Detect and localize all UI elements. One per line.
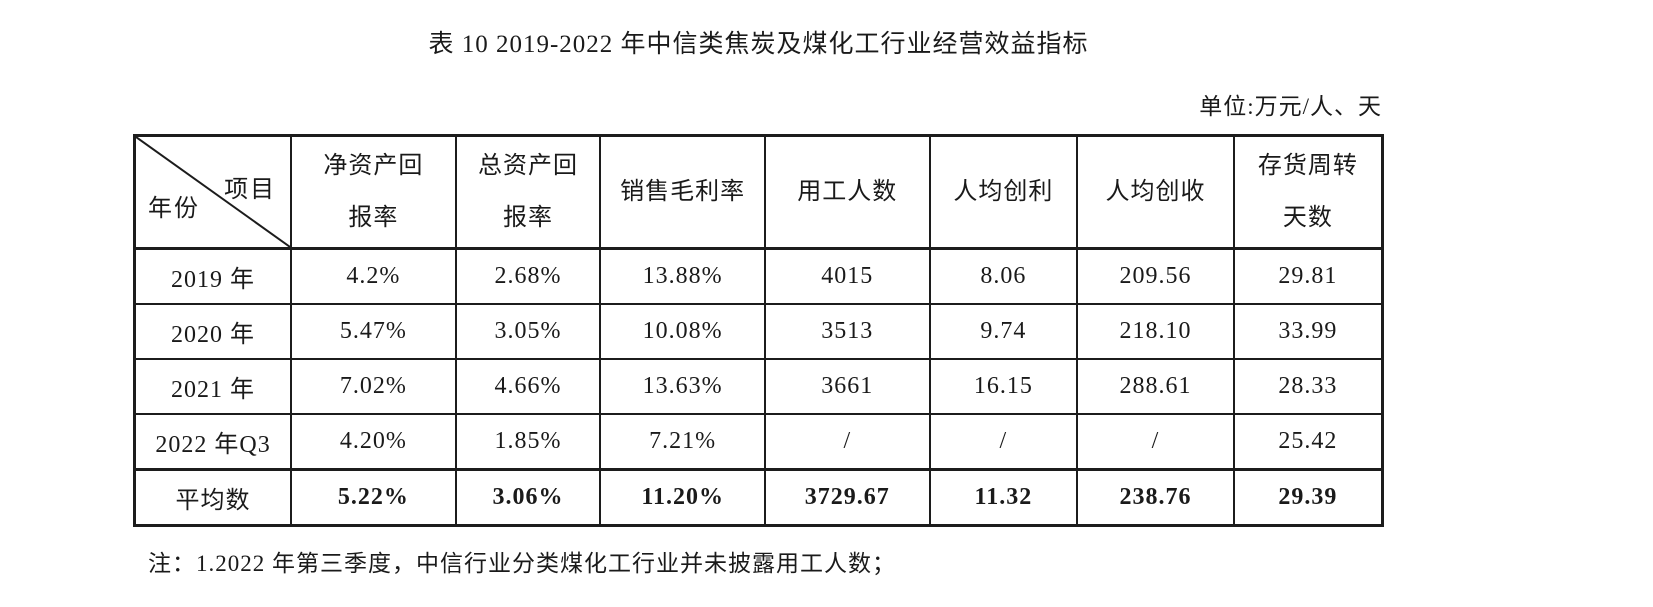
table-title: 表 10 2019-2022 年中信类焦炭及煤化工行业经营效益指标 [428,31,1089,58]
data-cell: 11.20% [599,468,766,527]
data-cell: 13.88% [599,247,766,305]
table-row-2020: 2020 年 5.47% 3.05% 10.08% 3513 9.74 218.… [133,303,1384,360]
data-cell: 29.39 [1232,468,1384,527]
header-line: 净资产回 [323,152,424,179]
data-cell: 8.06 [928,247,1079,305]
data-cell: 4.20% [290,413,457,471]
column-header-profit-per-capita: 人均创利 [928,134,1079,250]
column-header-roe: 净资产回 报率 [290,134,457,250]
header-row: 项目 年份 净资产回 报率 总资产回 报率 [133,134,1384,250]
data-cell: 3661 [763,358,931,415]
header-line: 销售毛利率 [620,178,746,205]
data-cell: 16.15 [928,358,1079,415]
data-cell: 209.56 [1076,247,1235,305]
data-cell: 2.68% [454,247,602,305]
table-row-2021: 2021 年 7.02% 4.66% 13.63% 3661 16.15 288… [133,358,1384,415]
data-cell: 5.22% [290,468,457,527]
data-cell: 13.63% [599,358,766,415]
data-cell: 7.21% [599,413,766,471]
header-line: 存货周转 [1257,152,1358,179]
table-row-2022q3: 2022 年Q3 4.20% 1.85% 7.21% / / / 25.42 [133,413,1384,471]
data-cell: 29.81 [1232,247,1384,305]
data-cell: 218.10 [1076,303,1235,360]
row-label: 平均数 [133,468,293,527]
column-header-roa: 总资产回 报率 [454,134,602,250]
footnote: 注：1.2022 年第三季度，中信行业分类煤化工行业并未披露用工人数； [148,551,896,576]
data-cell: 3513 [763,303,931,360]
data-cell: 4.66% [454,358,602,415]
header-line: 总资产回 [478,152,579,179]
data-cell: 4.2% [290,247,457,305]
data-cell: 288.61 [1076,358,1235,415]
data-cell: 3.06% [454,468,602,527]
table-row-average: 平均数 5.22% 3.06% 11.20% 3729.67 11.32 238… [133,468,1384,527]
document-content: 表 10 2019-2022 年中信类焦炭及煤化工行业经营效益指标 单位:万元/… [133,0,1384,578]
header-line: 人均创利 [953,178,1054,205]
column-header-employees: 用工人数 [763,134,931,250]
column-header-gross-margin: 销售毛利率 [599,134,766,250]
header-line: 报率 [503,205,554,231]
indicator-table: 项目 年份 净资产回 报率 总资产回 报率 [133,134,1384,527]
data-cell: 33.99 [1232,303,1384,360]
data-cell: 3.05% [454,303,602,360]
data-cell: 238.76 [1076,468,1235,527]
data-cell: / [1076,413,1235,471]
data-cell: 10.08% [599,303,766,360]
header-line: 报率 [348,205,399,231]
data-cell: 9.74 [928,303,1079,360]
row-label: 2022 年Q3 [133,413,293,471]
column-header-inventory-days: 存货周转 天数 [1232,134,1384,250]
data-cell: 25.42 [1232,413,1384,471]
column-header-revenue-per-capita: 人均创收 [1076,134,1235,250]
data-cell: 28.33 [1232,358,1384,415]
data-cell: / [928,413,1079,471]
corner-label-year: 年份 [148,196,200,222]
data-cell: 5.47% [290,303,457,360]
header-line: 用工人数 [797,178,898,205]
diagonal-line-icon [136,137,290,247]
data-cell: 4015 [763,247,931,305]
table-row-2019: 2019 年 4.2% 2.68% 13.88% 4015 8.06 209.5… [133,247,1384,305]
data-cell: 7.02% [290,358,457,415]
data-cell: 3729.67 [763,468,931,527]
unit-label: 单位:万元/人、天 [1199,94,1382,119]
data-cell: 11.32 [928,468,1079,527]
row-label: 2019 年 [133,247,293,305]
corner-cell: 项目 年份 [133,134,293,250]
row-label: 2020 年 [133,303,293,360]
row-label: 2021 年 [133,358,293,415]
data-cell: / [763,413,931,471]
header-line: 人均创收 [1105,178,1206,205]
header-line: 天数 [1282,205,1333,231]
data-cell: 1.85% [454,413,602,471]
corner-label-item: 项目 [224,177,277,203]
